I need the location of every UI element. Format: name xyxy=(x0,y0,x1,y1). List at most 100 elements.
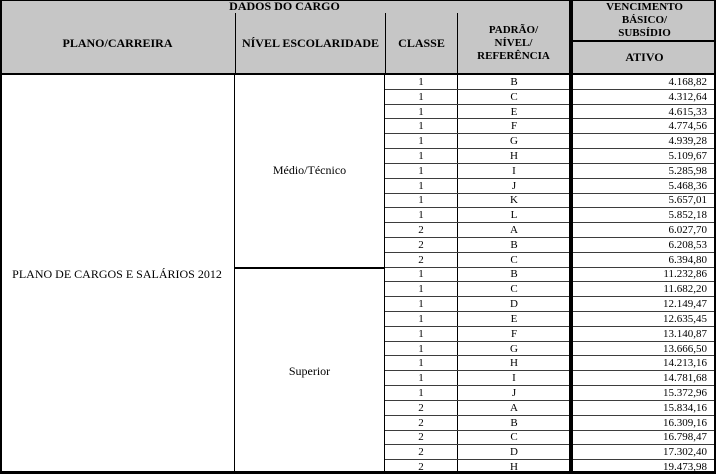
cell-padrao-nivel-referencia: C xyxy=(457,89,570,104)
cell-padrao-nivel-referencia: G xyxy=(457,341,570,356)
padrao-line-2: NÍVEL/ xyxy=(494,36,533,49)
cell-padrao-nivel-referencia: B xyxy=(457,267,570,282)
cell-ativo-value: 16.309,16 xyxy=(663,416,707,429)
table-row: 2 H 19.473,98 xyxy=(385,459,716,474)
cell-classe: 1 xyxy=(418,283,424,296)
padrao-line-3: REFERÊNCIA xyxy=(477,49,550,62)
table-row: 2 B 16.309,16 xyxy=(385,414,716,430)
cell-ativo-value: 5.285,98 xyxy=(668,164,708,177)
table-row: 1 D 12.149,47 xyxy=(385,296,716,311)
cell-classe: 2 xyxy=(418,446,424,459)
column-nivel-escolaridade-cells: Médio/Técnico Superior xyxy=(235,75,385,474)
padrao-line-1: PADRÃO/ xyxy=(488,23,539,36)
cell-classe: 2 xyxy=(418,224,424,237)
cell-padrao-nivel-referencia: L xyxy=(457,208,570,223)
cell-classe: 1 xyxy=(418,75,424,88)
cell-padrao-nivel-referencia: A xyxy=(457,400,570,415)
cell-padrao-nivel-referencia: B xyxy=(457,75,570,89)
cell-classe: 1 xyxy=(418,105,424,118)
cell-ativo-value: 16.798,47 xyxy=(663,431,707,444)
table-row: 1 F 13.140,87 xyxy=(385,325,716,341)
cell-padrao-nivel-referencia: A xyxy=(457,223,570,237)
table-row: 1 B 4.168,82 xyxy=(385,75,716,89)
table-row: 1 E 12.635,45 xyxy=(385,311,716,326)
cell-classe: 2 xyxy=(418,461,424,474)
cell-ativo-value: 5.468,36 xyxy=(668,179,708,192)
column-header-padrao-nivel-referencia: PADRÃO/ NÍVEL/ REFERÊNCIA xyxy=(457,13,569,73)
cell-classe: 2 xyxy=(418,401,424,414)
table-row: 1 K 5.657,01 xyxy=(385,192,716,208)
table-row: 1 G 13.666,50 xyxy=(385,340,716,356)
cell-padrao-nivel-referencia: J xyxy=(457,178,570,193)
cell-padrao-nivel-referencia: C xyxy=(457,252,570,267)
cell-ativo-value: 17.302,40 xyxy=(663,446,707,459)
cell-padrao-nivel-referencia: C xyxy=(457,282,570,297)
cell-classe: 2 xyxy=(418,253,424,266)
column-header-classe: CLASSE xyxy=(385,13,457,73)
cell-ativo-value: 5.109,67 xyxy=(668,149,708,162)
cell-padrao-nivel-referencia: B xyxy=(457,237,570,252)
cell-ativo-value: 13.666,50 xyxy=(663,342,707,355)
cell-ativo-value: 15.372,96 xyxy=(663,386,707,399)
cell-classe: 1 xyxy=(418,209,424,222)
cell-ativo-value: 15.834,16 xyxy=(663,401,707,414)
cell-ativo-value: 6.394,80 xyxy=(668,253,708,266)
cell-classe: 1 xyxy=(418,120,424,133)
cell-padrao-nivel-referencia: H xyxy=(457,149,570,163)
table-row: 1 H 14.213,16 xyxy=(385,355,716,371)
table-row: 1 C 4.312,64 xyxy=(385,88,716,104)
vencimento-line-2: BÁSICO/ xyxy=(621,13,668,26)
cell-classe: 1 xyxy=(418,327,424,340)
cell-ativo-value: 14.781,68 xyxy=(663,372,707,385)
table-row: 2 C 6.394,80 xyxy=(385,251,716,267)
cell-padrao-nivel-referencia: B xyxy=(457,415,570,430)
table-row: 1 B 11.232,86 xyxy=(385,266,716,282)
column-header-ativo: ATIVO xyxy=(573,42,716,73)
cell-padrao-nivel-referencia: G xyxy=(457,134,570,149)
vencimento-line-1: VENCIMENTO xyxy=(606,0,683,13)
table-border-bottom xyxy=(0,471,716,474)
table-row: 2 A 15.834,16 xyxy=(385,399,716,415)
table-row: 1 I 5.285,98 xyxy=(385,162,716,178)
cell-ativo-value: 11.682,20 xyxy=(663,283,707,296)
cell-classe: 1 xyxy=(418,135,424,148)
cell-ativo-value: 4.774,56 xyxy=(668,120,708,133)
cell-ativo-value: 11.232,86 xyxy=(663,268,707,281)
cell-classe: 1 xyxy=(418,179,424,192)
cell-ativo-value: 14.213,16 xyxy=(663,357,707,370)
header-bottom-line xyxy=(0,73,716,75)
cell-classe: 1 xyxy=(418,312,424,325)
table-border-left xyxy=(0,0,2,474)
table-row: 1 I 14.781,68 xyxy=(385,370,716,386)
cell-padrao-nivel-referencia: J xyxy=(457,386,570,400)
cell-classe: 1 xyxy=(418,194,424,207)
cell-padrao-nivel-referencia: K xyxy=(457,193,570,208)
cell-ativo-value: 4.312,64 xyxy=(668,90,708,103)
cell-classe: 1 xyxy=(418,372,424,385)
cell-classe: 1 xyxy=(418,164,424,177)
cell-classe: 2 xyxy=(418,238,424,251)
cell-padrao-nivel-referencia: H xyxy=(457,460,570,474)
cell-padrao-nivel-referencia: H xyxy=(457,356,570,371)
table-row: 2 C 16.798,47 xyxy=(385,429,716,445)
cell-classe: 1 xyxy=(418,357,424,370)
cell-padrao-nivel-referencia: D xyxy=(457,445,570,460)
table-row: 2 B 6.208,53 xyxy=(385,236,716,252)
cell-ativo-value: 4.168,82 xyxy=(668,75,708,88)
cell-ativo-value: 5.657,01 xyxy=(668,194,708,207)
cell-padrao-nivel-referencia: F xyxy=(457,326,570,341)
table-row: 1 F 4.774,56 xyxy=(385,118,716,134)
table-row: 1 J 15.372,96 xyxy=(385,385,716,400)
cell-padrao-nivel-referencia: I xyxy=(457,163,570,178)
table-row: 2 D 17.302,40 xyxy=(385,444,716,460)
table-row: 1 H 5.109,67 xyxy=(385,148,716,163)
table-row: 2 A 6.027,70 xyxy=(385,222,716,237)
vencimento-line-3: SUBSÍDIO xyxy=(618,26,671,39)
table-border-top xyxy=(0,0,716,1)
table-row: 1 E 4.615,33 xyxy=(385,103,716,119)
cell-padrao-nivel-referencia: F xyxy=(457,119,570,134)
cell-ativo-value: 19.473,98 xyxy=(663,461,707,474)
cell-classe: 1 xyxy=(418,298,424,311)
table-border-right xyxy=(714,0,716,474)
